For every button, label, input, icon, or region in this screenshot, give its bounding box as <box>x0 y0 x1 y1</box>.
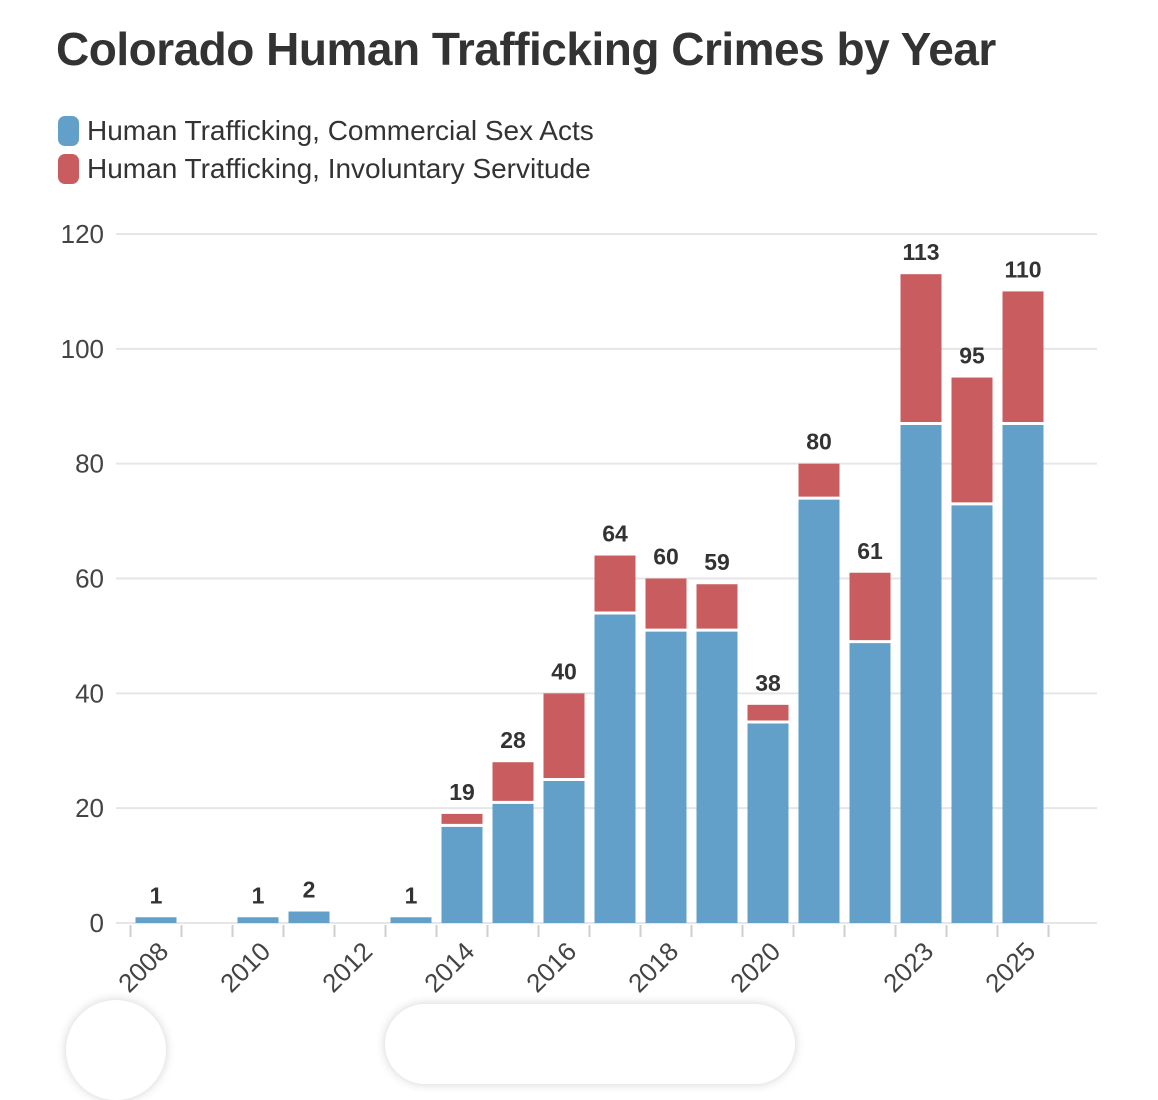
bar-involuntary-2023 <box>900 274 942 424</box>
bar-commercial-2014 <box>441 825 483 923</box>
legend-item-commercial[interactable]: Human Trafficking, Commercial Sex Acts <box>58 112 594 150</box>
bar-involuntary-2015 <box>492 762 534 803</box>
y-tick-label: 80 <box>75 449 104 479</box>
bar-involuntary-2022 <box>849 572 891 642</box>
chart-title: Colorado Human Trafficking Crimes by Yea… <box>56 23 996 75</box>
legend-label-commercial: Human Trafficking, Commercial Sex Acts <box>87 115 594 146</box>
bar-commercial-2020 <box>747 722 789 923</box>
bar-involuntary-2020 <box>747 704 789 723</box>
bar-involuntary-2016 <box>543 693 585 780</box>
x-tick-label: 2010 <box>214 936 276 998</box>
bar-involuntary-2025 <box>1002 291 1044 424</box>
data-label: 80 <box>806 429 832 455</box>
bar-commercial-2023 <box>900 423 942 923</box>
y-tick-label: 120 <box>61 219 104 249</box>
data-label: 40 <box>551 658 577 684</box>
bar-involuntary-2024 <box>951 377 993 504</box>
data-label: 19 <box>449 779 475 805</box>
y-tick-label: 100 <box>61 334 104 364</box>
data-label: 1 <box>252 882 265 908</box>
x-tick-label: 2016 <box>520 936 582 998</box>
bar-involuntary-2021 <box>798 463 840 499</box>
stacked-bar-chart: 0 20 40 60 80 100 120 1 2008 1 2010 2 2012 1 19 2014 28 4… <box>61 219 1097 998</box>
data-label: 1 <box>405 882 418 908</box>
bar-commercial-2016 <box>543 779 585 923</box>
x-tick-label: 2014 <box>418 936 480 998</box>
floating-action-button[interactable] <box>66 1000 166 1100</box>
bar-involuntary-2019 <box>696 584 738 631</box>
data-label: 60 <box>653 544 679 570</box>
legend-label-involuntary: Human Trafficking, Involuntary Servitude <box>87 153 591 184</box>
bar-involuntary-2014 <box>441 813 483 826</box>
legend: Human Trafficking, Commercial Sex Acts H… <box>58 112 594 188</box>
bar-commercial-2010 <box>237 917 279 923</box>
bar-commercial-2017 <box>594 612 636 923</box>
data-label: 1 <box>150 882 163 908</box>
data-label: 59 <box>704 549 730 575</box>
x-tick-label: 2020 <box>724 936 786 998</box>
x-tick-label: 2008 <box>112 936 174 998</box>
bar-commercial-2021 <box>798 498 840 923</box>
data-label: 38 <box>755 670 781 696</box>
bar-commercial-2008 <box>135 917 177 923</box>
bar-commercial-2013 <box>390 917 432 923</box>
data-label: 64 <box>602 521 628 547</box>
data-label: 2 <box>303 877 316 903</box>
x-tick-label: 2012 <box>316 936 378 998</box>
data-label: 110 <box>1004 256 1041 282</box>
legend-item-involuntary[interactable]: Human Trafficking, Involuntary Servitude <box>58 150 594 188</box>
data-label: 113 <box>902 239 939 265</box>
bar-commercial-2015 <box>492 802 534 923</box>
bottom-floating-bar[interactable] <box>385 1004 795 1084</box>
bar-commercial-2022 <box>849 641 891 923</box>
x-tick-label: 2018 <box>622 936 684 998</box>
y-tick-label: 60 <box>75 564 104 594</box>
y-tick-label: 0 <box>90 908 104 938</box>
y-tick-label: 40 <box>75 678 104 708</box>
bar-commercial-2011 <box>288 911 330 923</box>
legend-swatch-commercial <box>58 116 79 146</box>
x-tick-label: 2025 <box>979 936 1041 998</box>
y-tick-label: 20 <box>75 793 104 823</box>
x-tick-label: 2023 <box>877 936 939 998</box>
bar-commercial-2024 <box>951 503 993 923</box>
data-label: 28 <box>500 727 526 753</box>
bar-commercial-2018 <box>645 630 687 923</box>
bar-commercial-2025 <box>1002 423 1044 923</box>
bar-involuntary-2017 <box>594 555 636 613</box>
data-label: 61 <box>857 538 883 564</box>
legend-swatch-involuntary <box>58 154 79 184</box>
bar-commercial-2019 <box>696 630 738 923</box>
bar-involuntary-2018 <box>645 578 687 631</box>
data-label: 95 <box>959 343 985 369</box>
